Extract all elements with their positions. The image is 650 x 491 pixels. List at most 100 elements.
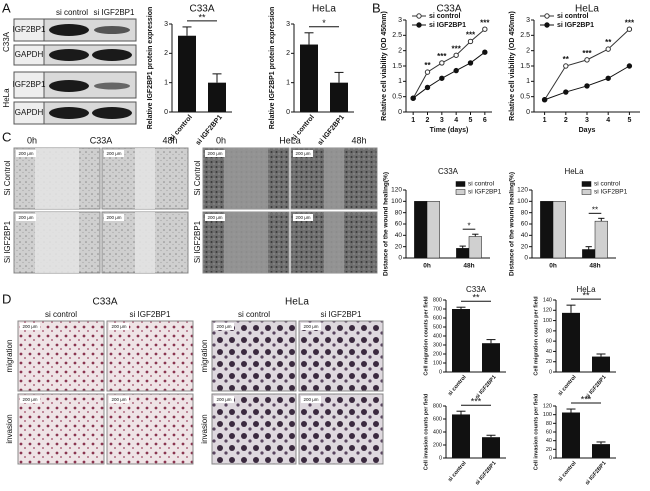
marker <box>482 49 488 55</box>
row-label: Si Control <box>193 160 202 195</box>
scale-label: 200 μm <box>22 324 37 329</box>
chart: 0 20 40 60 80 100 120 Cell invasion counts per … <box>533 394 616 486</box>
y-tick-label: 1 <box>398 78 402 85</box>
wound-gap <box>135 212 155 273</box>
y-axis-label: Cell migration counts per field <box>423 296 429 375</box>
scale-label: 200 μm <box>295 151 310 156</box>
scale-box <box>293 214 313 221</box>
y-tick-label: 800 <box>433 403 442 409</box>
marker <box>605 46 611 52</box>
significance: ** <box>582 291 590 301</box>
scale-label: 200 μm <box>106 215 121 220</box>
time-label: 0h <box>27 135 37 145</box>
y-tick-label: 60 <box>546 429 552 435</box>
scale-label: 200 μm <box>22 397 37 402</box>
significance: *** <box>480 18 490 27</box>
wound-gap <box>324 212 344 273</box>
chart: HeLa 0 0.5 1 1.5 2 2.5 3 Relative cell viability… <box>509 4 640 134</box>
blot-label-box <box>13 18 45 42</box>
row-label: Si Control <box>3 160 12 195</box>
marker <box>439 75 445 81</box>
y-tick-label: 400 <box>433 333 442 339</box>
y-tick-label: 2.5 <box>392 32 402 39</box>
wound-gap <box>135 148 155 209</box>
y-tick-label: 3 <box>164 21 168 28</box>
y-tick-label: 0 <box>398 109 402 116</box>
legend-marker <box>544 13 550 19</box>
bar <box>562 412 580 458</box>
y-tick-label: 20 <box>395 243 403 250</box>
y-tick-label: 100 <box>517 198 528 205</box>
wound-gap <box>224 148 268 209</box>
bar <box>482 343 500 372</box>
lane-label: si IGF2BP1 <box>94 8 135 17</box>
protein-label: IGF2BP1 <box>13 25 46 34</box>
y-tick-label: 40 <box>395 232 403 239</box>
bar <box>562 312 580 372</box>
y-axis-label: Cell invasion counts per field <box>423 394 429 470</box>
protein-label: IGF2BP1 <box>13 80 46 89</box>
band <box>49 80 89 92</box>
chart-title: C33A <box>189 4 214 15</box>
marker <box>467 38 474 45</box>
x-tick-label: 2 <box>564 117 568 124</box>
x-axis-label: Time (days) <box>430 127 469 134</box>
row-label: invasion <box>200 414 209 443</box>
band <box>49 49 89 61</box>
y-tick-label: 60 <box>546 339 552 345</box>
scale-label: 200 μm <box>18 151 33 156</box>
panel-label: B <box>372 0 381 15</box>
y-tick-label: 120 <box>517 187 528 194</box>
x-tick-label: si control <box>557 460 578 483</box>
y-tick-label: 200 <box>433 351 442 357</box>
scale-box <box>301 396 321 403</box>
y-tick-label: 500 <box>433 324 442 330</box>
significance: *** <box>581 394 592 404</box>
line <box>412 28 486 99</box>
y-tick-label: 40 <box>521 232 529 239</box>
marker <box>605 75 611 81</box>
x-tick-label: si IGF2BP1 <box>584 460 607 486</box>
x-tick-label: 0h <box>549 263 557 270</box>
significance: ** <box>472 293 480 303</box>
x-tick-label: 1 <box>411 117 415 124</box>
marker <box>453 52 459 58</box>
wound-gap <box>324 148 344 209</box>
micrograph <box>211 393 297 465</box>
bar <box>178 35 196 112</box>
chart-title: HeLa <box>564 167 584 176</box>
y-tick-label: 2 <box>526 48 530 55</box>
y-tick-label: 1 <box>286 80 290 87</box>
y-tick-label: 80 <box>546 328 552 334</box>
protein-label: GAPDH <box>15 108 44 117</box>
y-tick-label: 60 <box>395 221 403 228</box>
x-tick-label: si control <box>447 460 468 483</box>
y-tick-label: 2 <box>286 50 290 57</box>
x-tick-label: 0h <box>423 263 431 270</box>
row-label: migration <box>200 340 209 373</box>
marker <box>482 26 488 32</box>
x-tick-label: 5 <box>627 117 631 124</box>
column-label: si control <box>238 310 270 319</box>
chart: HeLa 0 1 2 3 Relative IGF2BP1 protein express… <box>269 4 354 147</box>
bar <box>208 82 226 112</box>
y-tick-label: 1.5 <box>392 63 402 70</box>
legend-label: si control <box>594 181 621 188</box>
x-tick-label: si control <box>447 374 468 397</box>
scale-label: 200 μm <box>111 397 126 402</box>
y-tick-label: 0 <box>549 455 552 461</box>
time-label: 0h <box>216 135 226 145</box>
micrograph <box>211 320 297 392</box>
wound-gap <box>35 148 79 209</box>
scale-box <box>205 150 225 157</box>
panel-label: A <box>2 0 11 15</box>
marker <box>467 60 474 66</box>
bar <box>594 220 608 259</box>
bar <box>592 444 610 458</box>
marker <box>424 84 431 91</box>
significance: ** <box>198 12 206 22</box>
y-tick-label: 2 <box>164 50 168 57</box>
y-axis-label: Distance of the wound healing(%) <box>509 172 516 276</box>
panel-label: C <box>2 129 11 144</box>
bar <box>452 414 470 458</box>
